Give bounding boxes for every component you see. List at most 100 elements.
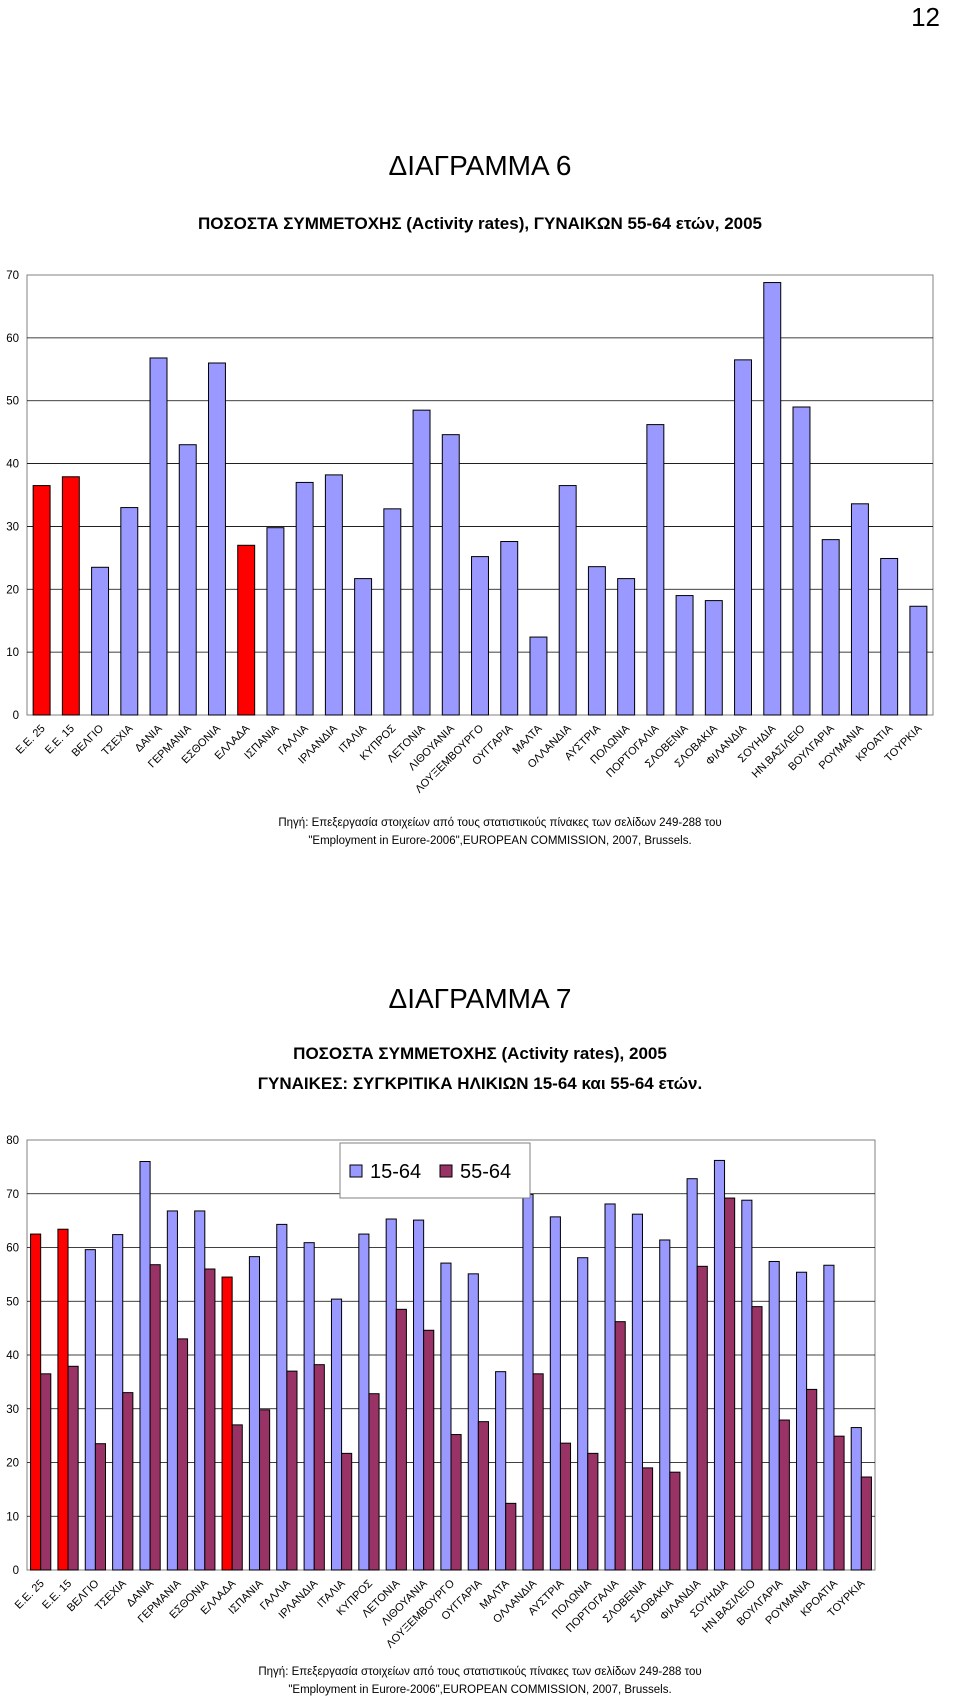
- bar: [617, 578, 636, 716]
- bar: [266, 527, 285, 716]
- bar: [413, 1219, 425, 1571]
- bar: [604, 1203, 616, 1571]
- legend: 15-64 55-64: [339, 1142, 531, 1199]
- bar: [713, 1159, 726, 1571]
- bar: [860, 1476, 872, 1571]
- bar: [909, 605, 928, 716]
- bar: [734, 359, 753, 716]
- bar: [751, 1306, 763, 1571]
- bar: [149, 1264, 161, 1571]
- y-tick-label: 30: [6, 521, 19, 533]
- bar: [614, 1321, 626, 1571]
- bar: [741, 1199, 753, 1571]
- legend-swatch: [349, 1164, 363, 1178]
- bar: [467, 1273, 479, 1571]
- bar: [850, 1427, 862, 1571]
- bar: [505, 1502, 517, 1571]
- bar: [149, 357, 168, 716]
- bar: [166, 1210, 178, 1571]
- x-tick-label: Ε.Ε. 25: [14, 723, 48, 757]
- legend-label: 55-64: [460, 1161, 511, 1183]
- bar: [395, 1308, 407, 1571]
- y-tick-label: 80: [6, 1135, 19, 1147]
- bar: [768, 1260, 780, 1571]
- bar: [412, 409, 431, 716]
- bar: [587, 566, 606, 716]
- bar: [704, 600, 723, 716]
- bar: [549, 1216, 561, 1571]
- diagram6-source-line1: Πηγή: Επεξεργασία στοιχείων από τους στα…: [278, 817, 722, 829]
- bar: [120, 507, 139, 716]
- bar: [237, 544, 256, 716]
- y-tick-label: 60: [6, 333, 19, 345]
- bar: [385, 1218, 397, 1571]
- legend-label: 15-64: [370, 1161, 421, 1183]
- bar: [659, 1239, 671, 1571]
- y-tick-label: 0: [13, 1565, 19, 1577]
- bar: [358, 1233, 370, 1571]
- diagram7-source: Πηγή: Επεξεργασία στοιχείων από τους στα…: [130, 1663, 830, 1699]
- bar: [577, 1257, 589, 1571]
- bar: [112, 1234, 124, 1571]
- x-tick-label: Ε.Ε. 25: [13, 1578, 47, 1612]
- diagram6-source-line2: "Employment in Eurore-2006",EUROPEAN COM…: [308, 835, 692, 847]
- y-tick-label: 50: [6, 1296, 19, 1308]
- bar: [696, 1265, 708, 1571]
- bar: [833, 1435, 845, 1571]
- page-number: 12: [911, 2, 940, 32]
- y-tick-label: 30: [6, 1404, 19, 1416]
- bar: [67, 1365, 79, 1571]
- bar: [522, 1193, 534, 1571]
- bar: [477, 1421, 489, 1571]
- x-tick-label: ΒΕΛΓΙΟ: [70, 722, 107, 759]
- diagram7-source-line1: Πηγή: Επεξεργασία στοιχείων από τους στα…: [258, 1666, 702, 1678]
- bar: [806, 1388, 818, 1571]
- bar: [471, 556, 489, 716]
- y-tick-label: 0: [13, 710, 19, 722]
- bar: [880, 557, 899, 716]
- bar: [795, 1271, 808, 1571]
- diagram6-subtitle: ΠΟΣΟΣΤΑ ΣΥΜΜΕΤΟΧΗΣ (Activity rates), ΓΥΝ…: [197, 214, 763, 233]
- bar: [641, 1467, 654, 1571]
- diagram7-heading: ΔΙΑΓΡΑΜΜΑ 7: [388, 983, 572, 1014]
- bar: [341, 1452, 353, 1571]
- bar: [313, 1364, 325, 1571]
- x-tick-label: ΤΣΕΧΙΑ: [100, 722, 136, 758]
- bar: [324, 474, 343, 716]
- legend-swatch: [439, 1164, 453, 1178]
- bar: [821, 539, 840, 716]
- y-tick-label: 40: [6, 459, 19, 471]
- bar: [139, 1161, 151, 1571]
- bar: [248, 1256, 261, 1571]
- bar: [383, 508, 402, 716]
- bar: [450, 1434, 462, 1571]
- bar: [823, 1264, 835, 1571]
- diagram7-subtitle-line1: ΠΟΣΟΣΤΑ ΣΥΜΜΕΤΟΧΗΣ (Activity rates), 200…: [293, 1044, 667, 1063]
- bar: [286, 1370, 298, 1571]
- bar: [276, 1223, 288, 1571]
- bar: [850, 503, 869, 716]
- bar: [207, 362, 226, 716]
- y-tick-label: 20: [6, 584, 19, 596]
- bar: [686, 1178, 698, 1571]
- y-tick-label: 10: [6, 647, 19, 659]
- bar: [368, 1393, 380, 1571]
- bar: [30, 1233, 42, 1571]
- bar: [295, 481, 314, 716]
- bar: [675, 595, 694, 716]
- bar: [500, 541, 519, 716]
- bar: [646, 424, 665, 716]
- bar: [631, 1213, 643, 1571]
- bar: [330, 1298, 343, 1571]
- y-tick-label: 70: [6, 270, 19, 282]
- bar: [303, 1242, 315, 1571]
- bar: [259, 1409, 271, 1571]
- diagram7-source-line2: "Employment in Eurore-2006",EUROPEAN COM…: [288, 1684, 672, 1696]
- bar: [724, 1197, 736, 1571]
- bar: [32, 485, 51, 716]
- bar: [529, 636, 548, 716]
- x-tick-label: ΤΣΕΧΙΑ: [93, 1577, 129, 1613]
- legend-box: [339, 1142, 531, 1199]
- diagram7-subtitle-line2: ΓΥΝΑΙΚΕΣ: ΣΥΓΚΡΙΤΙΚΑ ΗΛΙΚΙΩΝ 15-64 και 5…: [257, 1074, 703, 1093]
